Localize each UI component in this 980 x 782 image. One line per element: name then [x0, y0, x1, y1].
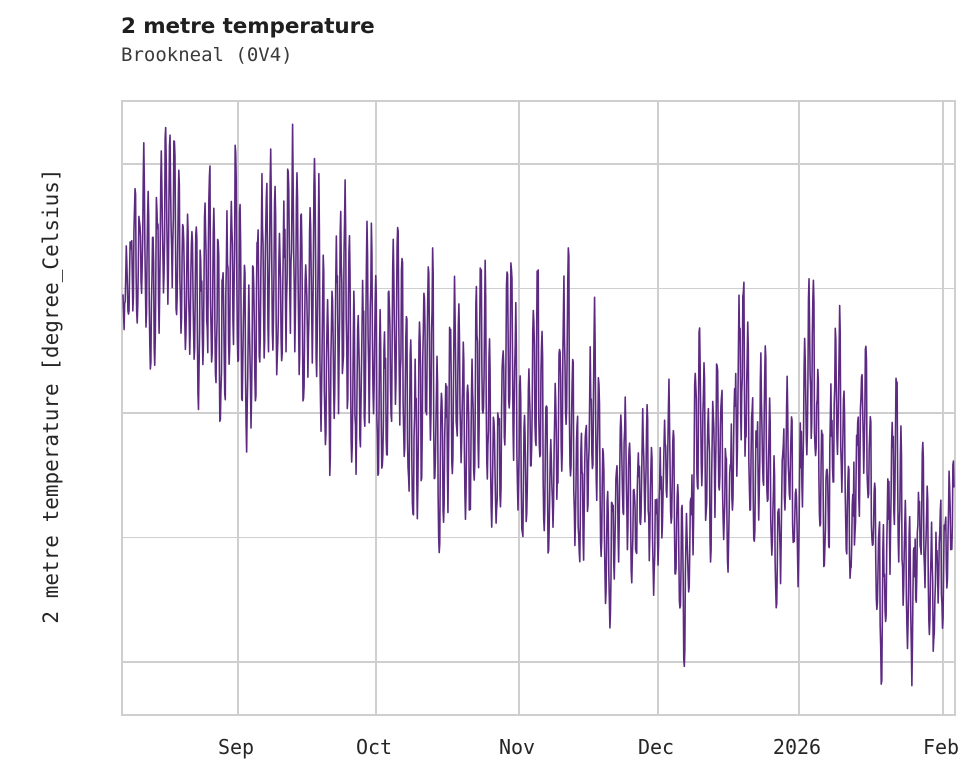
x-tick-label: Oct [355, 735, 393, 759]
gridline-vertical [375, 102, 377, 714]
x-tick-label: Sep [217, 735, 255, 759]
gridline-vertical [657, 102, 659, 714]
x-tick-label: Nov [498, 735, 536, 759]
gridline-horizontal [123, 163, 954, 166]
plot-area [121, 100, 956, 716]
temperature-series [122, 123, 955, 687]
plot-inner [122, 102, 955, 714]
y-axis-label: 2 metre temperature [degree_Celsius] [39, 168, 63, 624]
temperature-line [122, 123, 955, 687]
x-tick-label: Dec [637, 735, 675, 759]
chart-subtitle: Brookneal (0V4) [121, 44, 293, 66]
title-block: 2 metre temperature Brookneal (0V4) [121, 14, 821, 68]
gridline-horizontal [123, 536, 954, 539]
page-title: 2 metre temperature [121, 14, 375, 39]
x-tick-label: Feb [922, 735, 960, 759]
gridline-horizontal [123, 661, 954, 663]
gridline-vertical [798, 102, 800, 714]
gridline-vertical [942, 102, 944, 714]
gridline-vertical [237, 102, 239, 714]
x-tick-label: 2026 [772, 735, 822, 759]
